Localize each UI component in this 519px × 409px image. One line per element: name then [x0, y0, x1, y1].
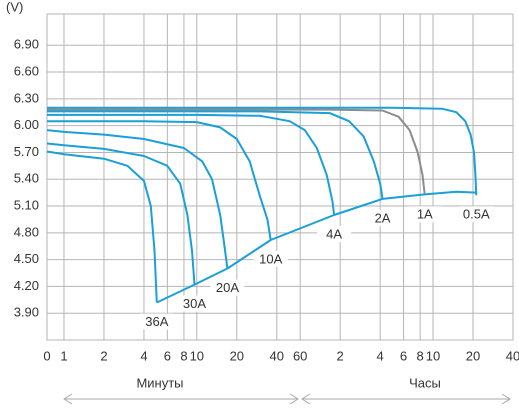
curve-label: 1A	[417, 207, 433, 222]
x-group-label: Минуты	[136, 375, 183, 390]
y-tick-label: 5.40	[14, 171, 39, 186]
discharge-curve	[47, 110, 384, 200]
curve-label-bg	[459, 206, 494, 223]
curve-label: 30A	[183, 296, 206, 311]
x-tick-label: 6	[164, 348, 171, 363]
x-tick-label: 0	[43, 348, 50, 363]
y-tick-label: 6.30	[14, 90, 39, 105]
y-axis-label: (V)	[6, 0, 23, 14]
x-group-label: Часы	[409, 375, 441, 390]
discharge-curve	[156, 190, 477, 304]
plot-frame	[46, 13, 514, 341]
curve-label: 0.5A	[463, 207, 490, 222]
x-tick-label: 8	[417, 348, 424, 363]
x-tick-label: 2	[337, 348, 344, 363]
curve-label: 10A	[259, 251, 282, 266]
y-tick-label: 4.80	[14, 224, 39, 239]
y-tick-label: 6.00	[14, 117, 39, 132]
x-tick-label: 8	[180, 348, 187, 363]
discharge-curve	[46, 150, 158, 303]
curve-label-bg	[317, 225, 352, 242]
x-tick-label: 20	[230, 348, 244, 363]
curve-label-bg	[210, 279, 245, 296]
curve-label: 20A	[216, 280, 239, 295]
y-tick-label: 5.10	[14, 197, 39, 212]
y-tick-label: 6.90	[14, 37, 39, 52]
discharge-curve	[47, 113, 336, 216]
discharge-curve	[47, 106, 478, 196]
y-tick-label: 4.50	[14, 251, 39, 266]
curve-label: 36A	[145, 314, 168, 329]
x-tick-label: 2	[100, 348, 107, 363]
range-arrows	[63, 393, 511, 405]
curve-label-bg	[253, 250, 288, 267]
y-tick-label: 3.90	[14, 305, 39, 320]
y-tick-label: 4.20	[14, 278, 39, 293]
discharge-curve	[47, 120, 272, 241]
x-tick-label: 20	[466, 348, 480, 363]
discharge-curve	[47, 108, 426, 196]
x-tick-label: 6	[400, 348, 407, 363]
discharge-curve	[46, 142, 196, 285]
x-tick-label: 60	[293, 348, 307, 363]
curve-label-bg	[177, 295, 212, 312]
y-tick-label: 6.60	[14, 63, 39, 78]
x-tick-label: 40	[506, 348, 519, 363]
curve-label: 4A	[326, 226, 342, 241]
x-tick-label: 10	[190, 348, 204, 363]
curve-label-bg	[365, 209, 400, 226]
x-tick-label: 4	[140, 348, 147, 363]
x-tick-label: 10	[426, 348, 440, 363]
x-tick-label: 4	[377, 348, 384, 363]
curve-label-bg	[407, 206, 442, 223]
x-tick-label: 1	[60, 348, 67, 363]
y-tick-label: 5.70	[14, 144, 39, 159]
x-tick-label: 40	[270, 348, 284, 363]
discharge-curve	[46, 129, 229, 269]
curve-label: 2A	[375, 210, 391, 225]
curve-label-bg	[139, 313, 174, 330]
